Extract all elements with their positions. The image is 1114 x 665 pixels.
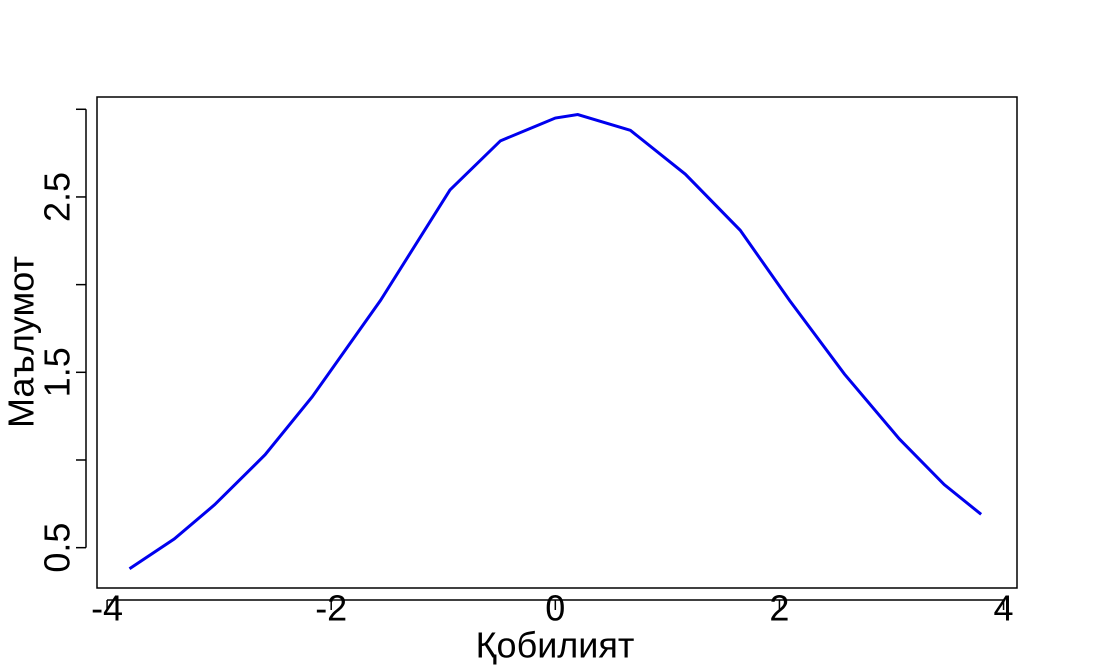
x-tick-label: 2	[769, 588, 789, 629]
x-tick-label: -2	[315, 588, 347, 629]
y-axis-label: Маълумот	[1, 256, 42, 428]
y-tick-label: 0.5	[37, 523, 78, 573]
x-tick-label: 0	[545, 588, 565, 629]
x-axis-label: Қобилият	[476, 625, 635, 665]
x-tick-label: 4	[994, 588, 1014, 629]
plot-box	[96, 96, 1018, 589]
x-tick-label: -4	[91, 588, 123, 629]
y-tick-label: 2.5	[37, 172, 78, 222]
y-tick-label: 1.5	[37, 347, 78, 397]
data-line	[128, 113, 983, 570]
